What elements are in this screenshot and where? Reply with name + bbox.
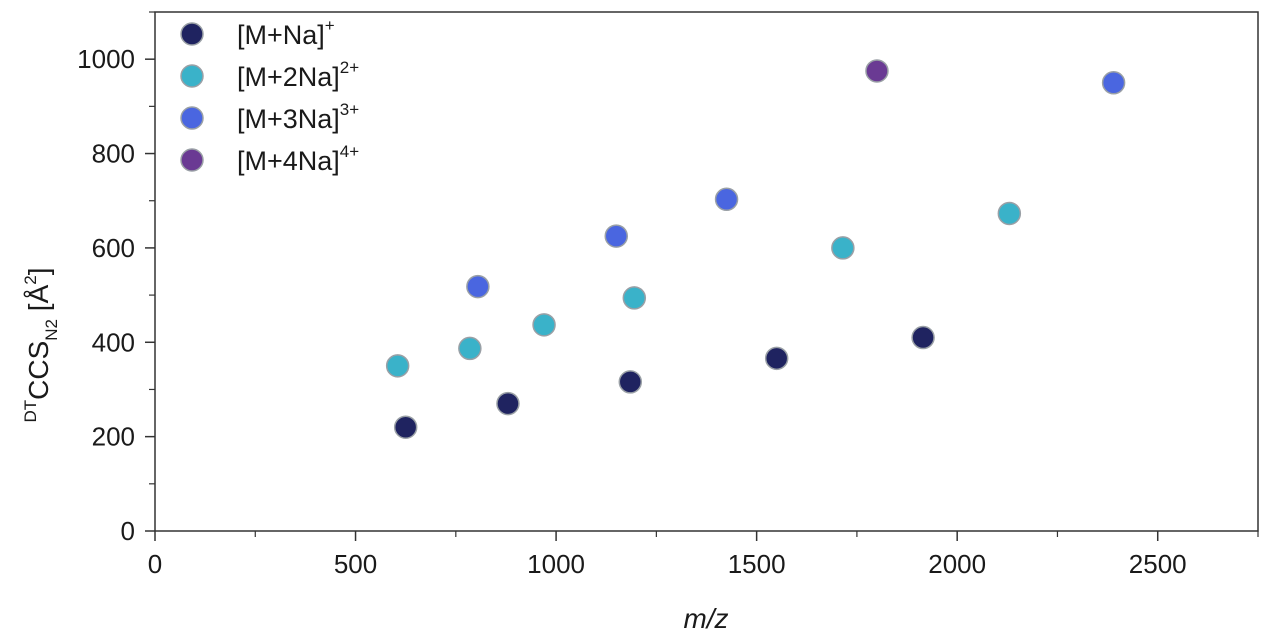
data-point [714, 187, 739, 212]
data-point [466, 274, 490, 299]
legend: [M+Na]+ [M+2Na]2+ [M+3Na]3+ [M+4Na]4+ [180, 16, 359, 176]
y-tick-label: 200 [92, 422, 135, 452]
x-axis-title: m/z [683, 603, 728, 634]
x-tick-label: 500 [334, 549, 377, 579]
data-point [997, 201, 1022, 226]
y-axis-title-unit-open: [Å [23, 284, 54, 319]
legend-label: [M+2Na]2+ [237, 58, 359, 92]
legend-marker [180, 106, 204, 130]
y-tick-label: 1000 [77, 44, 135, 74]
x-tick-label: 0 [148, 549, 162, 579]
axes [154, 11, 1259, 532]
legend-label: [M+3Na]3+ [237, 100, 359, 134]
y-tick-label: 600 [92, 233, 135, 263]
x-tick-label: 1500 [728, 549, 786, 579]
y-tick-label: 800 [92, 139, 135, 169]
data-point [764, 346, 789, 371]
data-point [604, 224, 629, 248]
data-point [622, 286, 647, 310]
axis-ticks: 0 500 1000 1500 2000 2500 0 200 400 600 800 1000 [77, 11, 1259, 579]
y-axis-title-prefix: DT [21, 400, 40, 423]
legend-marker [180, 22, 204, 46]
y-axis-title-main: CCS [23, 341, 54, 400]
data-point [532, 313, 556, 337]
data-point [496, 391, 520, 416]
legend-label: [M+4Na]4+ [237, 142, 359, 176]
legend-label: [M+Na]+ [237, 16, 335, 50]
legend-marker [180, 148, 204, 172]
data-points [385, 59, 1126, 439]
data-point [865, 59, 889, 83]
data-point [911, 325, 935, 350]
y-tick-label: 0 [121, 516, 135, 546]
data-point [831, 236, 855, 260]
y-axis-title-subscript: N2 [42, 319, 61, 341]
y-tick-label: 400 [92, 327, 135, 357]
y-axis-title: DTCCSN2 [Å2] [21, 267, 61, 422]
plot-frame [154, 11, 1259, 532]
x-tick-label: 2500 [1129, 549, 1187, 579]
x-tick-label: 1000 [527, 549, 585, 579]
y-axis-title-unit-sup: 2 [21, 275, 40, 284]
data-point [393, 415, 418, 439]
y-axis-title-unit-close: ] [23, 267, 54, 275]
x-tick-label: 2000 [928, 549, 986, 579]
legend-marker [180, 64, 204, 88]
data-point [385, 354, 410, 378]
data-point [618, 370, 643, 394]
data-point [458, 336, 482, 361]
data-point [1101, 71, 1126, 95]
